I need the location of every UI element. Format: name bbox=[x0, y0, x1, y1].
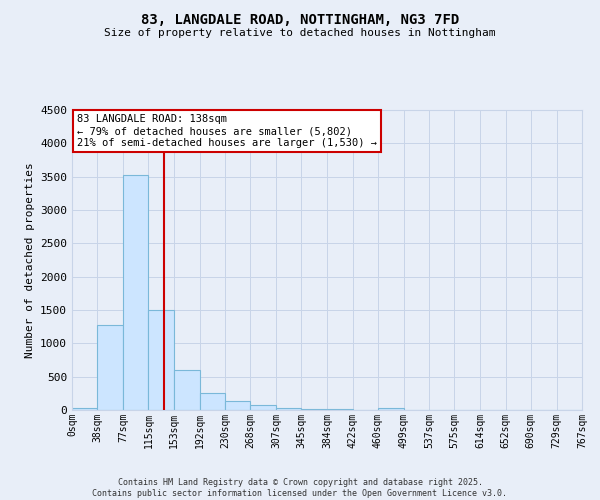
Bar bbox=[225, 402, 250, 410]
Text: 83, LANGDALE ROAD, NOTTINGHAM, NG3 7FD: 83, LANGDALE ROAD, NOTTINGHAM, NG3 7FD bbox=[141, 12, 459, 26]
Bar bbox=[148, 310, 174, 410]
Bar bbox=[174, 370, 200, 410]
Bar bbox=[250, 405, 276, 410]
Bar bbox=[97, 324, 123, 410]
Text: 83 LANGDALE ROAD: 138sqm
← 79% of detached houses are smaller (5,802)
21% of sem: 83 LANGDALE ROAD: 138sqm ← 79% of detach… bbox=[77, 114, 377, 148]
Bar bbox=[378, 408, 404, 410]
Y-axis label: Number of detached properties: Number of detached properties bbox=[25, 162, 35, 358]
Bar bbox=[200, 394, 225, 410]
Bar bbox=[301, 409, 328, 410]
Bar bbox=[123, 174, 148, 410]
Bar bbox=[276, 408, 301, 410]
Bar bbox=[72, 408, 97, 410]
Text: Size of property relative to detached houses in Nottingham: Size of property relative to detached ho… bbox=[104, 28, 496, 38]
Text: Contains HM Land Registry data © Crown copyright and database right 2025.
Contai: Contains HM Land Registry data © Crown c… bbox=[92, 478, 508, 498]
